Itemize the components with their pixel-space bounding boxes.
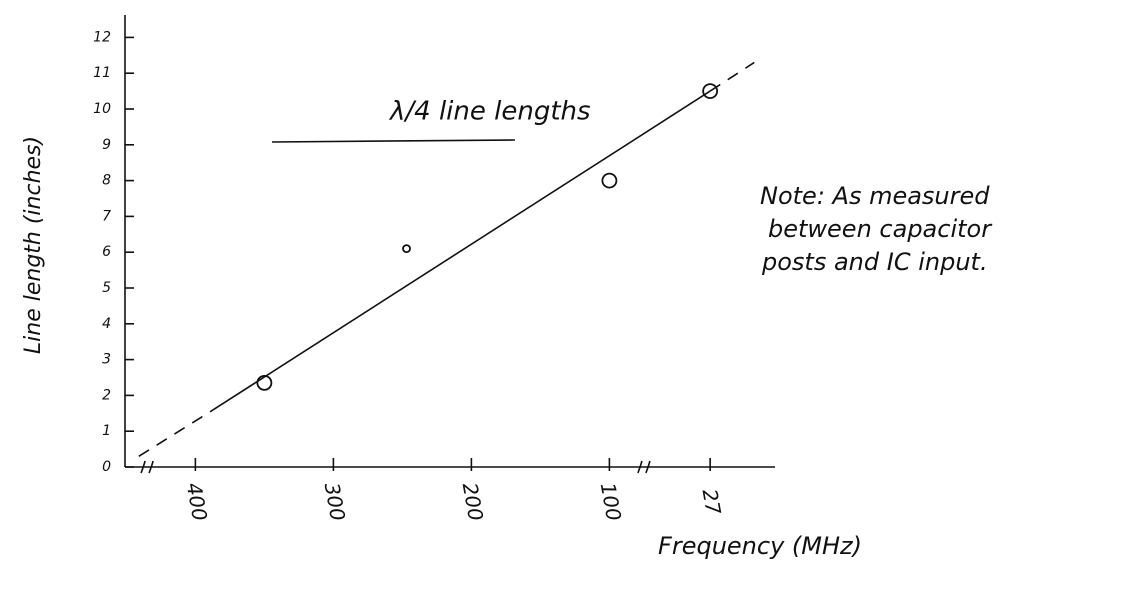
y-tick-label: 9 xyxy=(102,137,111,153)
fit-line xyxy=(709,61,755,92)
x-axis-label: Frequency (MHz) xyxy=(658,532,862,560)
y-axis-label: Line length (inches) xyxy=(21,136,46,354)
y-tick-label: 7 xyxy=(102,208,111,224)
axis-break xyxy=(637,460,651,474)
y-tick-label: 12 xyxy=(93,29,111,45)
y-tick-label: 11 xyxy=(93,65,111,81)
annotation: between capacitor xyxy=(768,215,993,243)
y-tick-label: 6 xyxy=(102,244,111,260)
data-point xyxy=(601,172,618,189)
fit-line xyxy=(212,90,711,411)
chart-title: λ/4 line lengths xyxy=(388,97,591,127)
fit-line xyxy=(138,409,214,457)
data-point xyxy=(256,374,273,391)
x-tick-label: 100 xyxy=(596,481,626,523)
y-tick-label: 10 xyxy=(93,101,111,117)
x-tick-label: 27 xyxy=(698,487,726,517)
y-tick-label: 2 xyxy=(102,387,111,403)
data-point xyxy=(702,83,719,99)
annotation: Note: As measured xyxy=(760,182,990,210)
title-underline xyxy=(271,139,516,143)
annotation: posts and IC input. xyxy=(761,248,988,276)
y-tick-label: 8 xyxy=(102,173,111,189)
y-tick-label: 5 xyxy=(102,280,111,296)
y-tick-label: 3 xyxy=(102,352,111,368)
axis-break xyxy=(140,460,154,474)
y-tick-label: 0 xyxy=(102,459,111,475)
y-tick-label: 4 xyxy=(102,316,111,332)
y-tick-label: 1 xyxy=(102,423,111,439)
x-tick-label: 300 xyxy=(320,481,350,523)
x-tick-label: 400 xyxy=(182,481,212,523)
x-tick-label: 200 xyxy=(458,481,488,523)
stray-point xyxy=(402,244,411,254)
